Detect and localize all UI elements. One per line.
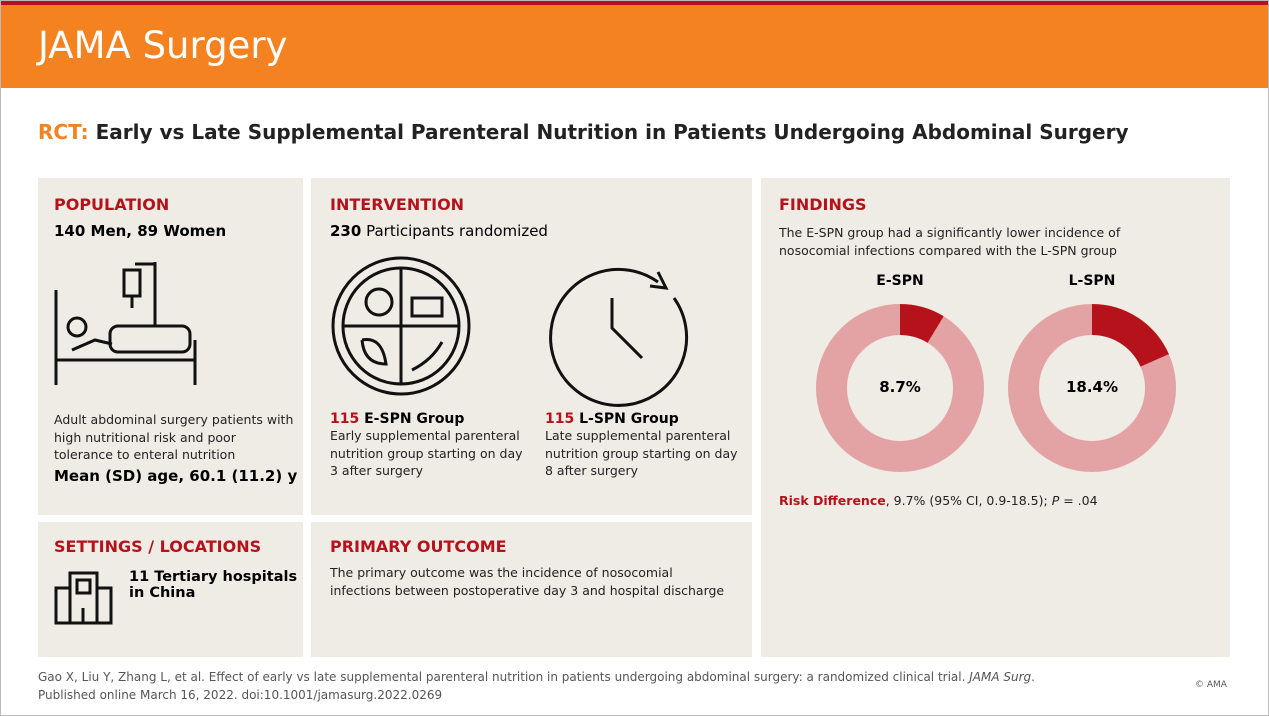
age: Mean (SD) age, 60.1 (11.2) y (54, 467, 298, 485)
chart-label: E-SPN (876, 273, 924, 289)
risk-text: , 9.7% (95% CI, 0.9-18.5); (885, 493, 1048, 508)
group-description: Early supplemental parenteral nutrition … (330, 428, 523, 478)
findings-text: The E-SPN group had a significantly lowe… (779, 225, 1121, 258)
group: 115 E-SPN Group Early supplemental paren… (330, 411, 530, 480)
building-icon (54, 571, 113, 625)
citation-text: Gao X, Liu Y, Zhang L, et al. Effect of … (38, 670, 966, 684)
value-label: 18.4% (1065, 378, 1119, 396)
summary: 140 Men, 89 Women (54, 222, 227, 240)
title-text: Early vs Late Supplemental Parenteral Nu… (95, 120, 1129, 144)
published: Published online March 16, 2022. doi:10.… (38, 688, 443, 702)
copyright: © AMA (1195, 680, 1227, 690)
intervention-panel (311, 178, 752, 515)
heading: PRIMARY OUTCOME (330, 537, 507, 556)
risk-label: Risk Difference (779, 493, 886, 508)
plate-icon (331, 256, 471, 396)
participants: 230 Participants randomized (330, 222, 548, 240)
group-name: L-SPN Group (579, 411, 679, 427)
top-rule (0, 0, 1269, 5)
bed-icon (54, 262, 197, 385)
citation-end: . (1031, 670, 1035, 684)
outcome-panel (311, 522, 752, 657)
citation: Gao X, Liu Y, Zhang L, et al. Effect of … (38, 668, 1035, 704)
donut-arc (899, 304, 944, 344)
p-value: = .04 (1063, 493, 1098, 508)
heading: POPULATION (54, 195, 170, 214)
donut-arcs (899, 304, 1169, 368)
settings-text: 11 Tertiary hospitals in China (129, 569, 298, 601)
group: 115 L-SPN Group Late supplemental parent… (545, 411, 745, 480)
group-name: E-SPN Group (364, 411, 465, 427)
risk: Risk Difference, 9.7% (95% CI, 0.9-18.5)… (779, 492, 1098, 510)
group-count: 115 (330, 411, 360, 427)
count-label: Participants randomized (366, 222, 548, 240)
description: Adult abdominal surgery patients with hi… (54, 412, 294, 462)
journal: JAMA Surg (969, 670, 1032, 684)
heading: FINDINGS (779, 195, 867, 214)
group-description: Late supplemental parenteral nutrition g… (545, 428, 738, 478)
settings-panel (38, 522, 303, 657)
title: RCT: Early vs Late Supplemental Parenter… (38, 120, 1128, 144)
chart-label: L-SPN (1068, 273, 1116, 289)
heading: SETTINGS / LOCATIONS (54, 537, 262, 556)
value-label: 8.7% (879, 378, 921, 396)
count: 230 (330, 222, 362, 240)
heading: INTERVENTION (330, 195, 465, 214)
header-band (0, 5, 1269, 88)
outcome-text: The primary outcome was the incidence of… (330, 565, 725, 598)
clock-icon (549, 267, 689, 407)
p-symbol: P (1051, 493, 1060, 508)
brand: JAMA Surgery (38, 24, 288, 67)
donut-arc (1091, 304, 1169, 368)
group-count: 115 (545, 411, 575, 427)
title-prefix: RCT: (38, 120, 89, 144)
